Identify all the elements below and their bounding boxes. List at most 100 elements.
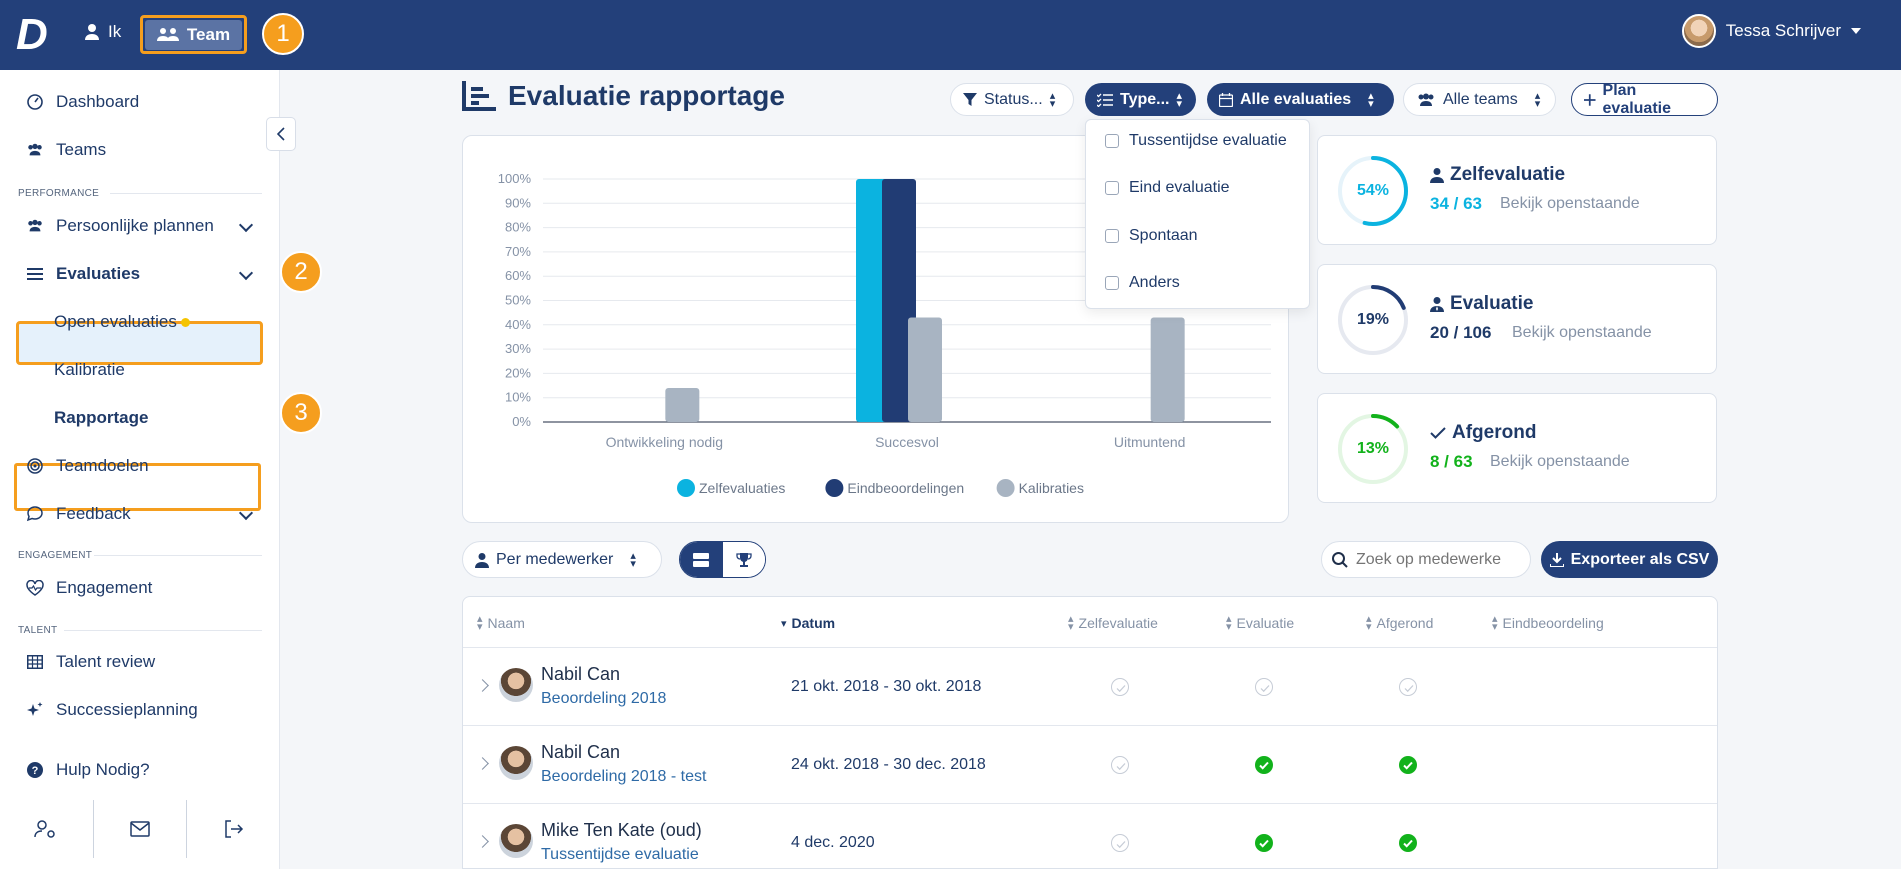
evaluation-name[interactable]: Beoordeling 2018 - test (541, 768, 707, 785)
column-header-datum[interactable]: ▾ Datum (781, 615, 835, 631)
sidebar-item-engagement[interactable]: Engagement (26, 578, 152, 598)
logout-button[interactable] (186, 800, 280, 858)
check-icon (1403, 839, 1413, 848)
bekijk-openstaande-link[interactable]: Bekijk openstaande (1490, 453, 1630, 470)
ring-progress (1338, 414, 1408, 484)
type-option-spontaan[interactable]: Spontaan (1105, 227, 1198, 245)
sidebar-item-feedback[interactable]: Feedback (26, 504, 131, 524)
user-icon (85, 24, 99, 40)
evaluation-name[interactable]: Tussentijdse evaluatie (541, 846, 699, 863)
sidebar-item-successieplanning[interactable]: Successieplanning (26, 700, 198, 720)
divider (64, 630, 262, 631)
employee-name[interactable]: Nabil Can (541, 742, 621, 762)
avatar (499, 824, 533, 858)
sidebar-item-persoonlijke-plannen[interactable]: Persoonlijke plannen (26, 216, 214, 236)
type-filter[interactable]: Type... ▴ ▾ (1085, 83, 1196, 116)
divider (110, 193, 262, 194)
nav-ik[interactable]: Ik (84, 22, 121, 42)
status-filter-label: Status... (984, 90, 1043, 108)
bar-eindbeoordelingen[interactable] (882, 179, 916, 422)
sidebar-item-rapportage[interactable]: Rapportage (54, 408, 148, 428)
sidebar-label: Rapportage (54, 408, 149, 427)
ranking-view-button[interactable] (722, 542, 765, 577)
plan-evaluatie-button[interactable]: Plan evaluatie (1571, 82, 1718, 117)
x-tick-label: Ontwikkeling nodig (606, 434, 724, 450)
export-csv-button[interactable]: Exporteer als CSV (1541, 541, 1718, 578)
evaluaties-filter[interactable]: Alle evaluaties ▴ ▾ (1207, 83, 1394, 116)
sidebar-item-evaluaties-highlight[interactable] (16, 321, 263, 365)
sidebar-item-talent-review[interactable]: Talent review (26, 652, 155, 672)
checkbox[interactable] (1105, 134, 1119, 148)
sidebar-item-teams[interactable]: Teams (26, 140, 106, 160)
search-input[interactable] (1356, 550, 1501, 569)
y-tick-label: 90% (505, 195, 531, 210)
sparkles-icon (26, 701, 44, 719)
step-badge-3: 3 (280, 392, 322, 434)
sidebar-item-kalibratie[interactable]: Kalibratie (54, 360, 125, 380)
legend-swatch (677, 479, 695, 497)
messages-button[interactable] (92, 800, 187, 858)
checkbox[interactable] (1105, 229, 1119, 243)
table-row[interactable]: Nabil Can Beoordeling 2018 21 okt. 2018 … (463, 647, 1717, 725)
table-row[interactable]: Mike Ten Kate (oud) Tussentijdse evaluat… (463, 803, 1717, 868)
user-menu[interactable]: Tessa Schrijver (1681, 14, 1861, 48)
teams-filter[interactable]: Alle teams ▴ ▾ (1403, 83, 1556, 116)
divider (94, 555, 262, 556)
legend-label[interactable]: Eindbeoordelingen (847, 480, 964, 496)
employee-name[interactable]: Nabil Can (541, 664, 621, 684)
legend-label[interactable]: Kalibraties (1019, 480, 1084, 496)
sidebar-item-open-evaluaties[interactable]: Open evaluaties (54, 312, 190, 332)
afgerond-status-icon (1399, 756, 1417, 774)
chevron-down-icon[interactable] (238, 217, 254, 233)
evaluation-name[interactable]: Beoordeling 2018 (541, 690, 667, 707)
per-medewerker-select[interactable]: Per medewerker ▴ ▾ (462, 541, 662, 578)
type-option-eind[interactable]: Eind evaluatie (1105, 179, 1230, 197)
page-title-text: Evaluatie rapportage (508, 80, 785, 111)
bekijk-openstaande-link[interactable]: Bekijk openstaande (1512, 324, 1652, 341)
column-header-evaluatie[interactable]: ▴ ▾ Evaluatie (1226, 614, 1294, 633)
type-option-label: Tussentijdse evaluatie (1129, 132, 1287, 149)
app-logo[interactable]: D (16, 10, 48, 59)
user-tie-icon (1430, 297, 1444, 312)
chevron-down-icon[interactable] (238, 265, 254, 281)
stat-title: Zelfevaluatie (1430, 164, 1565, 186)
table-row[interactable]: Nabil Can Beoordeling 2018 - test 24 okt… (463, 725, 1717, 803)
sidebar-item-rapportage-highlight[interactable] (14, 463, 261, 511)
bar-kalibraties[interactable] (908, 317, 942, 422)
legend-label[interactable]: Zelfevaluaties (699, 480, 785, 496)
sort-icon: ▴ ▾ (630, 549, 636, 570)
sidebar-item-teamdoelen[interactable]: Teamdoelen (26, 456, 149, 476)
column-header-afgerond[interactable]: ▴ ▾ Afgerond (1366, 614, 1433, 633)
expand-row-icon[interactable] (476, 757, 489, 770)
employee-name[interactable]: Mike Ten Kate (oud) (541, 820, 702, 840)
nav-team[interactable]: Team (140, 15, 247, 54)
heart-pulse-icon (26, 579, 44, 597)
column-header-eindbeoordeling[interactable]: ▴ ▾ Eindbeoordeling (1492, 614, 1604, 633)
bar-kalibraties[interactable] (665, 387, 700, 422)
column-header-naam[interactable]: ▴ ▾ Naam (477, 614, 525, 633)
status-filter[interactable]: Status... ▴ ▾ (950, 83, 1074, 116)
collapse-sidebar-button[interactable] (266, 117, 296, 151)
expand-row-icon[interactable] (476, 835, 489, 848)
type-option-tussentijdse[interactable]: Tussentijdse evaluatie (1105, 132, 1287, 150)
user-settings-button[interactable] (0, 800, 93, 858)
checkbox[interactable] (1105, 181, 1119, 195)
expand-row-icon[interactable] (476, 679, 489, 692)
zelfevaluatie-status-icon (1111, 678, 1129, 696)
checkbox[interactable] (1105, 276, 1119, 290)
bekijk-openstaande-link[interactable]: Bekijk openstaande (1500, 195, 1640, 212)
y-tick-label: 30% (505, 341, 531, 356)
sidebar-label: Kalibratie (54, 360, 125, 379)
sidebar-item-dashboard[interactable]: Dashboard (26, 92, 139, 112)
bar-zelfevaluaties[interactable] (856, 179, 890, 422)
list-view-button[interactable] (680, 542, 723, 577)
chevron-left-icon (277, 127, 285, 141)
sidebar-item-evaluaties[interactable]: Evaluaties (26, 264, 140, 284)
column-header-zelfevaluatie[interactable]: ▴ ▾ Zelfevaluatie (1068, 614, 1158, 633)
type-option-anders[interactable]: Anders (1105, 274, 1180, 292)
sidebar-item-hulp[interactable]: ? Hulp Nodig? (26, 760, 150, 780)
check-icon (1116, 841, 1126, 849)
stat-card-afgerond: 13% Afgerond 8 / 63 Bekijk openstaande (1317, 393, 1717, 503)
bar-kalibraties[interactable] (1150, 317, 1185, 422)
caret-down-icon (1851, 28, 1861, 34)
